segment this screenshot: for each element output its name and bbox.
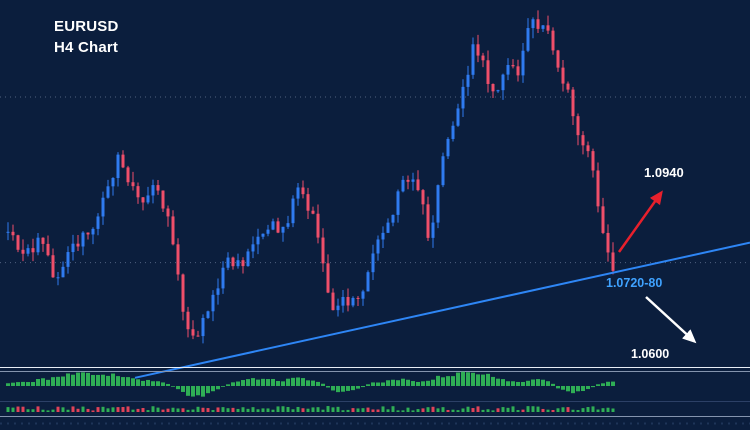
bearish-target-arrow <box>645 296 697 344</box>
secondary-indicator-strip <box>6 406 615 412</box>
symbol-label: EURUSD <box>54 18 119 35</box>
chart-title: EURUSD H4 Chart <box>54 16 119 58</box>
target-down-label: 1.0600 <box>631 347 670 361</box>
oscillator-histogram <box>6 371 615 397</box>
target-up-label: 1.0940 <box>644 165 684 180</box>
bullish-target-arrow <box>617 190 663 253</box>
timeframe-label: H4 Chart <box>54 39 119 56</box>
support-zone-label: 1.0720-80 <box>606 276 663 290</box>
candles <box>6 10 615 344</box>
grid-lines <box>0 96 750 264</box>
trendline <box>134 241 750 379</box>
panel-separators <box>0 367 750 425</box>
